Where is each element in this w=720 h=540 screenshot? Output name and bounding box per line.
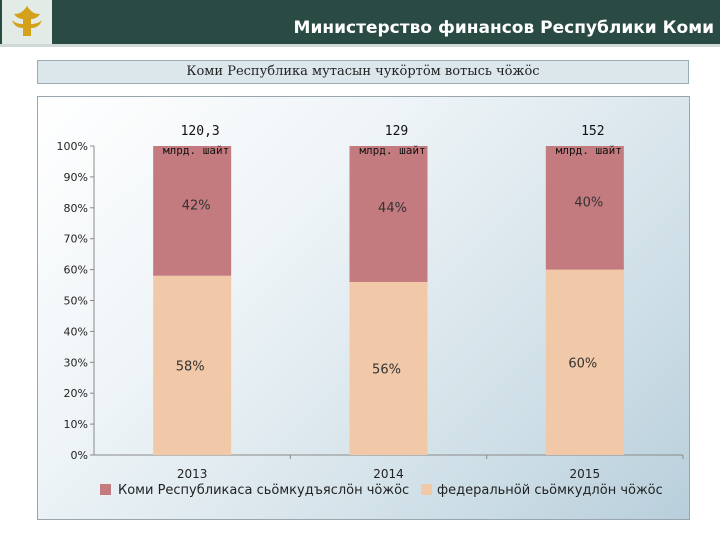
legend-swatch-federal [421,484,432,495]
chart-title: Коми Республика мутасын чукӧртӧм вотысь … [37,60,689,84]
chart-bars [153,146,624,455]
data-label-komi: 40% [574,196,603,211]
x-category-label: 2013 [177,467,208,481]
chart-labels: 2013 58% 42% 120,3 млрд. шайт 2014 56% 44% 129 мл… [163,124,622,481]
y-tick-label: 60% [64,264,88,277]
total-unit-label: млрд. шайт [556,144,622,157]
chart-legend: Коми Республикаса сьӧмкудъяслӧн чӧжӧс фед… [100,483,663,498]
y-tick-label: 70% [64,233,88,246]
ministry-title: Министерство финансов Республики Коми [293,18,714,38]
total-value-label: 152 [581,124,604,139]
y-tick-label: 80% [64,202,88,215]
y-tick-label: 100% [57,140,88,153]
data-label-komi: 44% [378,201,407,216]
total-value-label: 129 [385,124,408,139]
data-label-komi: 42% [182,198,211,213]
legend-swatch-komi [100,484,111,495]
x-category-label: 2014 [373,467,404,481]
y-tick-label: 50% [64,295,88,308]
y-tick-label: 20% [64,387,88,400]
total-unit-label: млрд. шайт [163,144,229,157]
bar-komi [349,146,428,282]
data-label-federal: 56% [372,362,401,377]
legend-label-komi: Коми Республикаса сьӧмкудъяслӧн чӧжӧс [118,483,409,498]
bar-komi [545,146,624,270]
total-unit-label: млрд. шайт [359,144,425,157]
y-tick-label: 0% [71,449,88,462]
y-tick-label: 10% [64,418,88,431]
emblem-icon [2,0,52,44]
data-label-federal: 58% [176,359,205,374]
stacked-bar-chart: 0% 10% 20% 30% 40% 50% 60% 70% 80% 90% 100% 2013 58… [57,124,684,498]
header-bar: Министерство финансов Республики Коми [0,0,720,47]
bar-federal [349,281,428,455]
total-value-label: 120,3 [181,124,220,139]
y-tick-label: 90% [64,171,88,184]
legend-label-federal: федеральнӧй сьӧмкудлӧн чӧжӧс [437,483,663,498]
bar-federal [545,269,624,455]
y-tick-label: 30% [64,356,88,369]
data-label-federal: 60% [568,356,597,371]
chart-panel: 0% 10% 20% 30% 40% 50% 60% 70% 80% 90% 100% 2013 58… [37,96,690,520]
bar-komi [153,146,232,276]
y-tick-label: 40% [64,325,88,338]
x-category-label: 2015 [570,467,601,481]
bar-federal [153,275,232,455]
